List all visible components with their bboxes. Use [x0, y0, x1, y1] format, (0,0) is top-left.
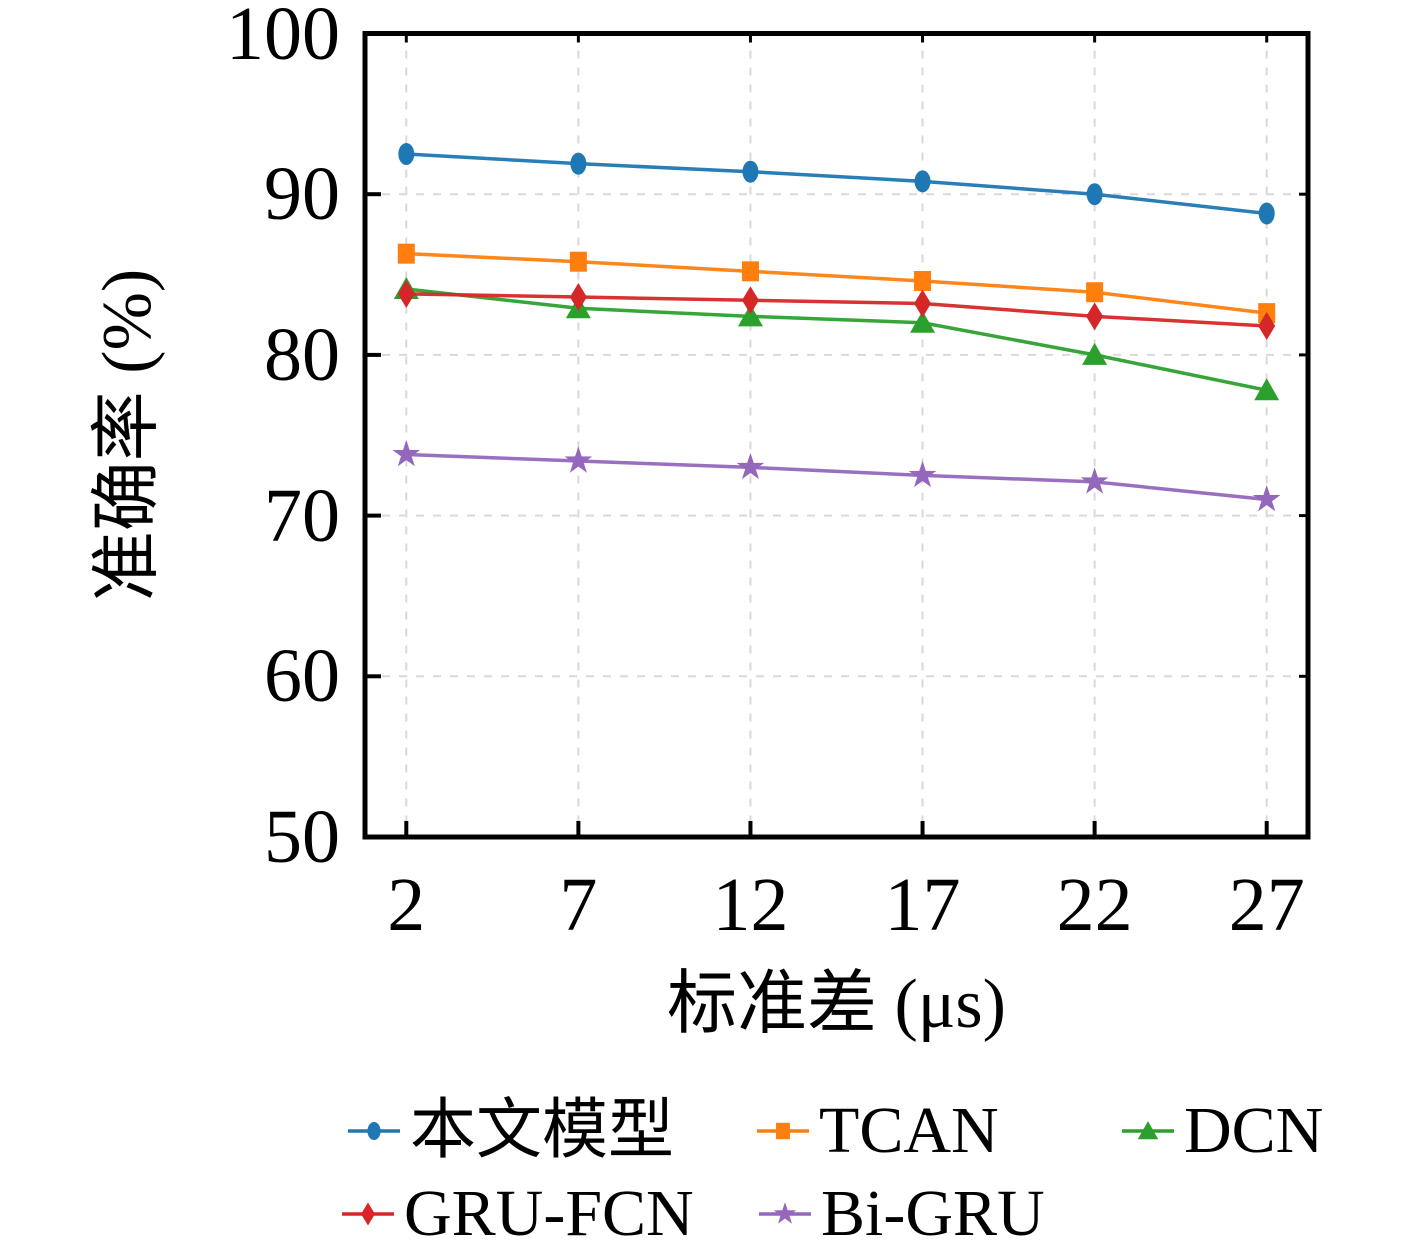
data-point-star	[1252, 485, 1281, 512]
series-line-diamond	[404, 292, 1269, 328]
legend-item: Bi-GRU	[757, 1172, 1045, 1250]
legend-label: TCAN	[819, 1094, 999, 1167]
data-point-circle	[1086, 183, 1103, 206]
star-legend-marker-icon	[759, 1202, 811, 1224]
series-line-triangle	[404, 287, 1269, 393]
legend-item: TCAN	[755, 1089, 999, 1173]
data-point-star	[1080, 467, 1109, 494]
data-point-square	[1086, 282, 1104, 303]
series-line-square	[404, 251, 1269, 315]
y-tick-label: 100	[226, 0, 340, 76]
data-point-square	[741, 261, 759, 282]
data-point-diamond	[914, 289, 932, 318]
data-point-circle	[742, 160, 759, 183]
x-tick-label: 12	[712, 863, 789, 947]
data-point-star	[736, 452, 765, 480]
data-point-diamond	[397, 279, 415, 308]
data-point-triangle	[910, 310, 936, 333]
x-tick-label: 27	[1228, 863, 1305, 947]
x-tick-label: 7	[559, 863, 598, 947]
legend-label: 本文模型	[410, 1094, 674, 1167]
y-tick-label: 90	[264, 152, 340, 237]
y-tick-label: 80	[264, 312, 340, 397]
data-point-star	[908, 460, 937, 488]
circle-legend-marker-icon	[348, 1121, 400, 1141]
x-tick-label: 2	[387, 863, 426, 947]
plot-border	[362, 31, 1311, 840]
legend-item: GRU-FCN	[340, 1172, 694, 1250]
series-line-star	[404, 452, 1269, 502]
y-tick-label: 70	[264, 473, 340, 558]
data-point-diamond	[569, 283, 587, 312]
series-line-circle	[404, 152, 1269, 216]
data-point-diamond	[1258, 311, 1276, 340]
data-point-triangle	[1254, 378, 1280, 401]
data-point-square	[914, 270, 932, 291]
data-point-circle	[914, 170, 931, 193]
data-point-square	[397, 243, 415, 264]
data-point-circle	[398, 143, 415, 166]
square-legend-marker-icon	[757, 1122, 809, 1140]
data-point-circle	[1258, 202, 1275, 225]
legend-label: GRU-FCN	[404, 1177, 694, 1250]
data-point-triangle	[1082, 342, 1108, 365]
legend-item: DCN	[1120, 1089, 1323, 1173]
data-point-star	[392, 440, 421, 467]
diamond-legend-marker-icon	[342, 1202, 394, 1226]
y-tick-label: 50	[264, 795, 340, 879]
data-point-triangle	[737, 304, 763, 327]
x-tick-label: 17	[884, 863, 961, 947]
legend-item: 本文模型	[346, 1089, 674, 1173]
x-axis-label: 标准差 (μs)	[667, 966, 1006, 1043]
data-point-diamond	[1086, 302, 1104, 331]
data-point-circle	[570, 152, 587, 175]
triangle-legend-marker-icon	[1122, 1121, 1174, 1140]
data-point-diamond	[741, 286, 759, 315]
legend-label: DCN	[1184, 1094, 1324, 1167]
x-tick-label: 22	[1056, 863, 1133, 947]
data-point-star	[564, 446, 593, 473]
data-point-square	[569, 251, 587, 272]
y-tick-label: 60	[264, 634, 340, 719]
legend-label: Bi-GRU	[821, 1177, 1045, 1250]
